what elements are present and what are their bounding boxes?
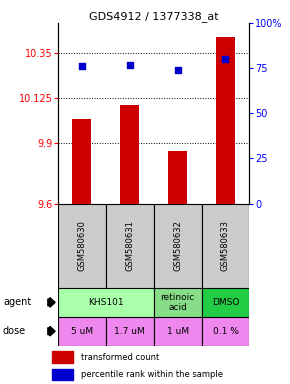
Bar (120, 105, 139, 204)
Text: transformed count: transformed count (81, 353, 160, 362)
Text: retinoic
acid: retinoic acid (160, 293, 195, 312)
Bar (154, 288, 202, 317)
Text: GSM580632: GSM580632 (173, 220, 182, 271)
Bar (168, 151, 187, 204)
Text: KHS101: KHS101 (88, 298, 124, 307)
Bar (58, 288, 154, 317)
Text: GSM580630: GSM580630 (77, 220, 86, 271)
Bar (106, 204, 154, 288)
Text: percentile rank within the sample: percentile rank within the sample (81, 370, 223, 379)
Bar (52, 351, 72, 363)
Text: 1 uM: 1 uM (166, 327, 189, 336)
Bar (52, 369, 72, 380)
Point (175, 67, 180, 73)
Point (223, 56, 228, 62)
Bar (72, 119, 92, 204)
Text: agent: agent (3, 297, 31, 308)
Text: 5 uM: 5 uM (71, 327, 93, 336)
Text: 0.1 %: 0.1 % (213, 327, 238, 336)
Point (127, 61, 132, 68)
Bar (106, 317, 154, 346)
Bar (202, 317, 249, 346)
Bar (154, 317, 202, 346)
Bar (154, 204, 202, 288)
Bar (58, 317, 106, 346)
Bar (58, 204, 106, 288)
Bar (202, 204, 249, 288)
Title: GDS4912 / 1377338_at: GDS4912 / 1377338_at (89, 11, 218, 22)
Text: GSM580631: GSM580631 (125, 220, 134, 271)
Text: GSM580633: GSM580633 (221, 220, 230, 271)
Point (79, 63, 84, 70)
Bar (202, 288, 249, 317)
Text: DMSO: DMSO (212, 298, 239, 307)
Text: 1.7 uM: 1.7 uM (114, 327, 145, 336)
Bar (216, 37, 235, 204)
Text: dose: dose (3, 326, 26, 336)
